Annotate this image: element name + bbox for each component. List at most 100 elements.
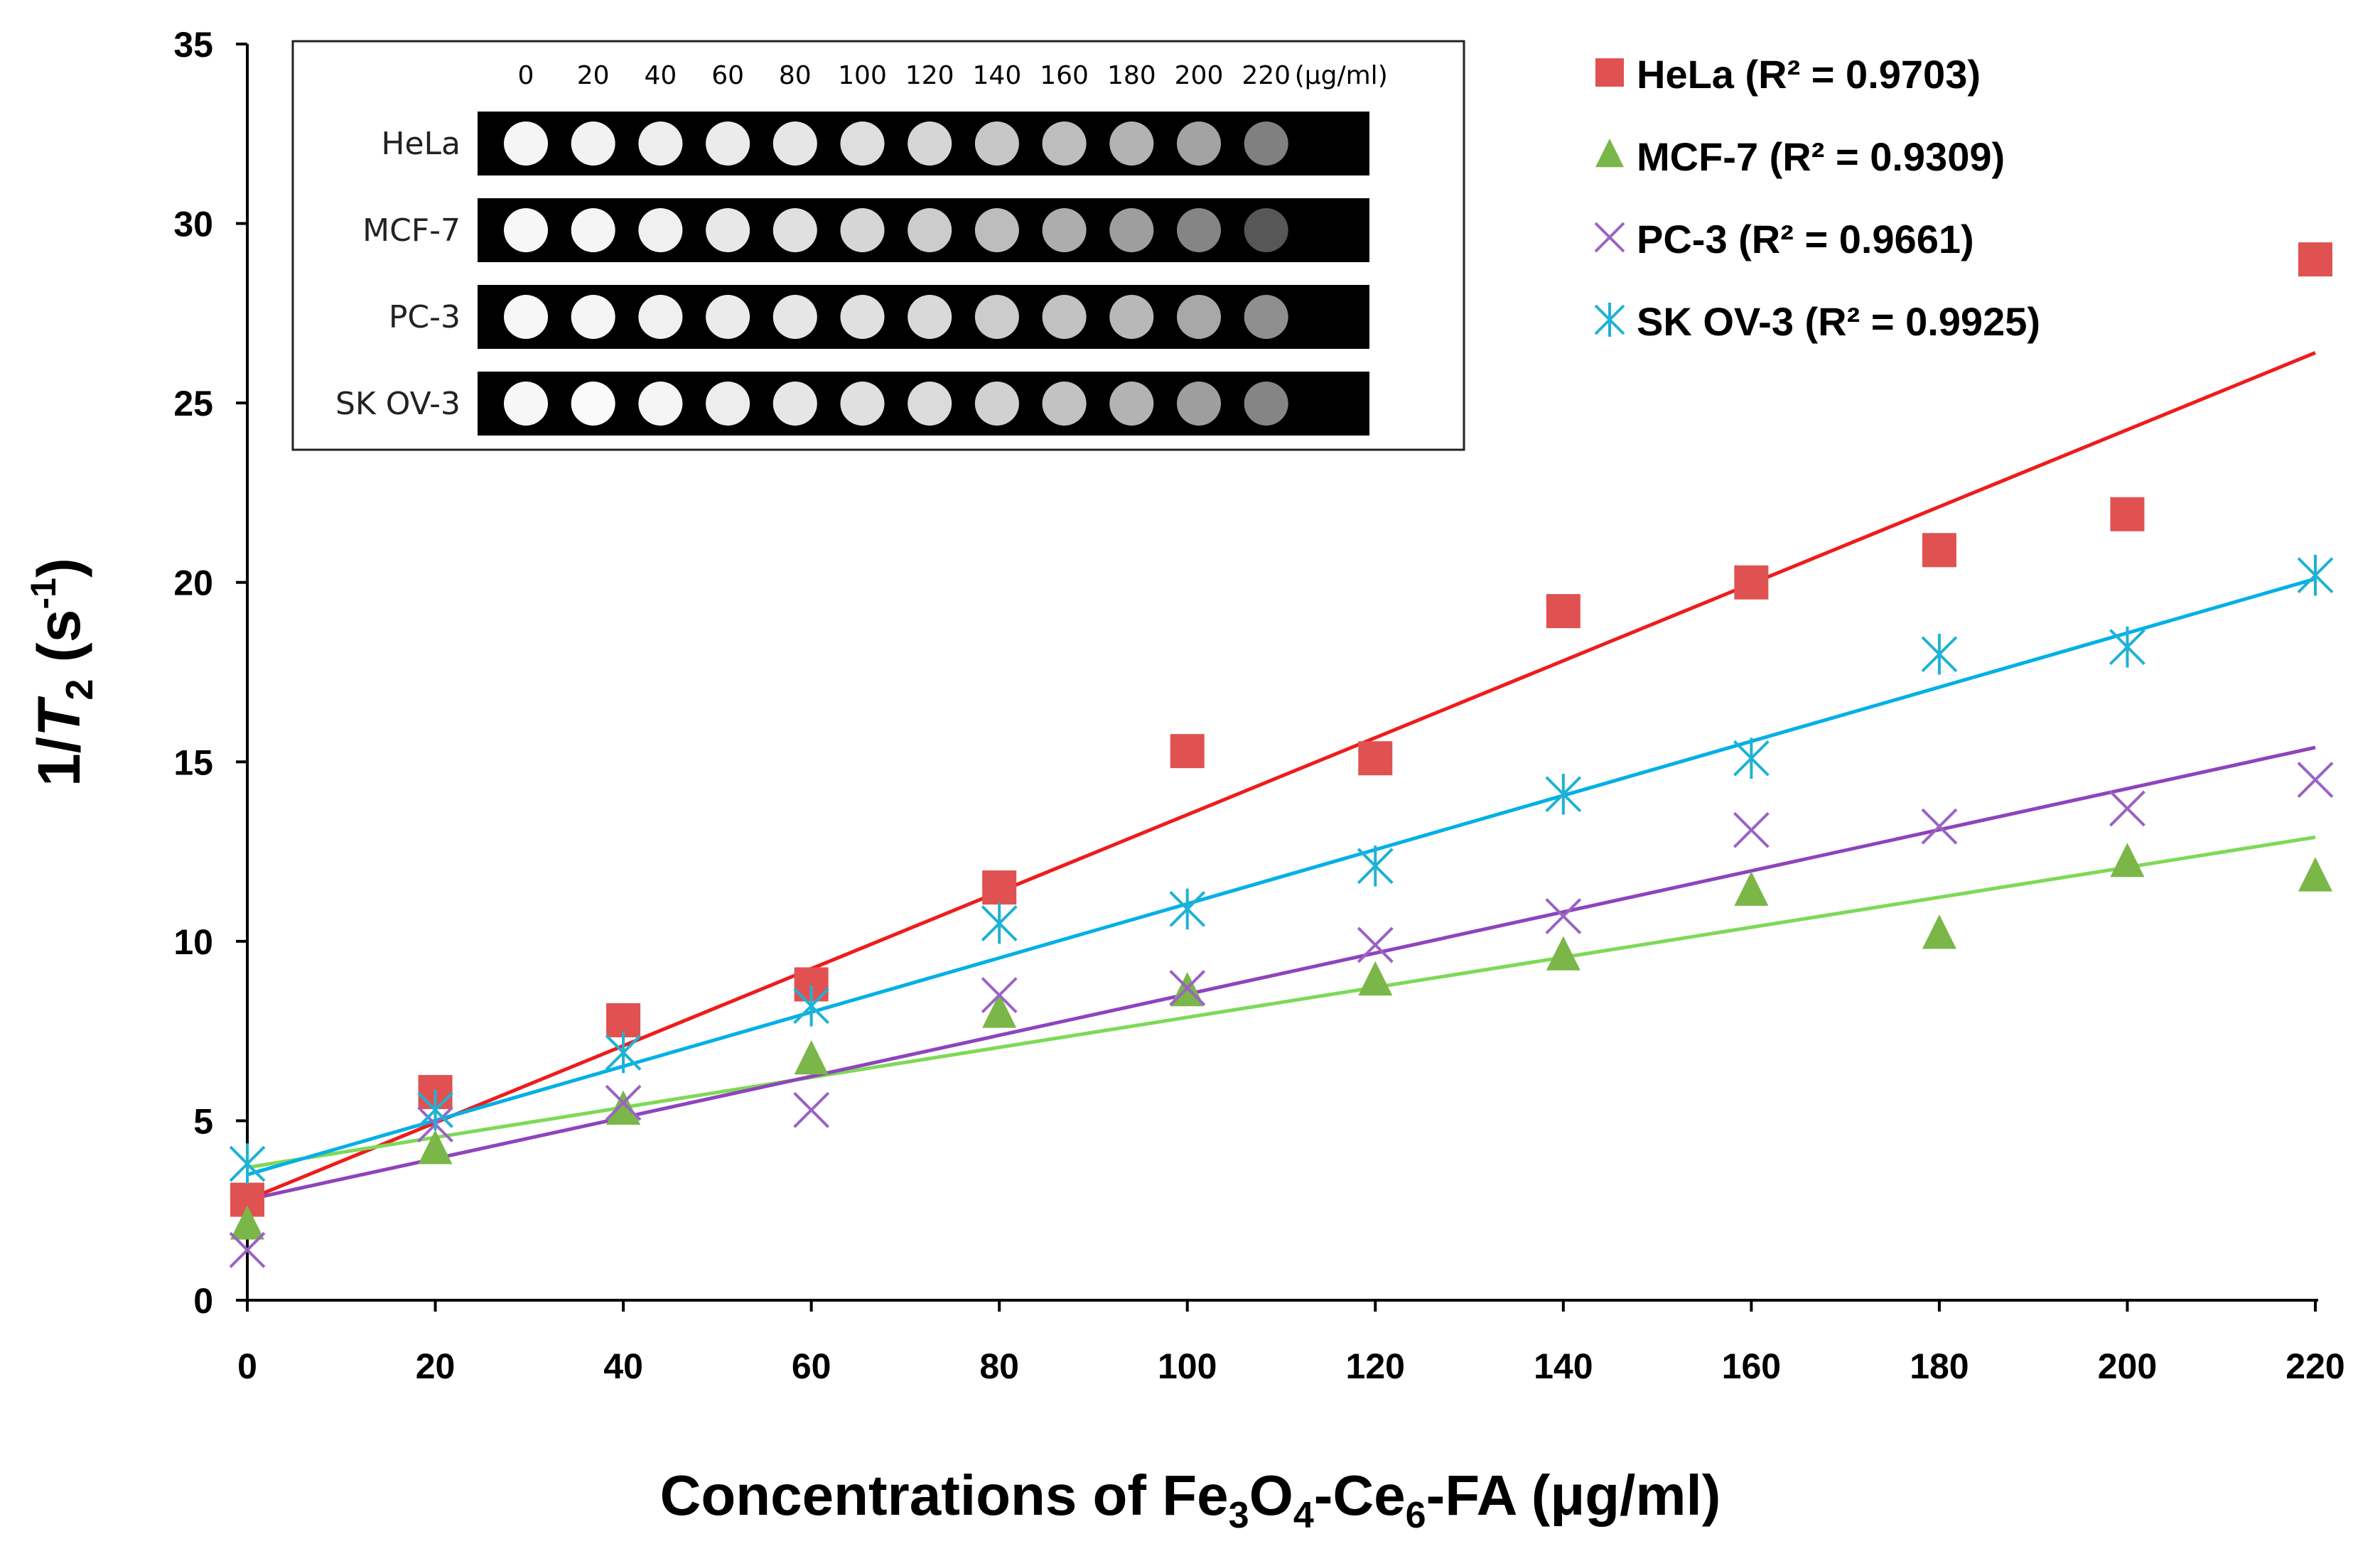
legend-label: PC-3 (R² = 0.9661)	[1637, 217, 1974, 261]
y-axis-title-text: (s	[26, 610, 92, 679]
inset-sample-spot	[840, 121, 885, 166]
legend-marker-pc-3	[1594, 222, 1625, 253]
inset-row-label: PC-3	[389, 299, 461, 335]
inset-sample-spot	[1177, 295, 1221, 339]
data-point-sk-ov-3	[1169, 888, 1206, 930]
inset-sample-spot	[772, 208, 817, 252]
inset-sample-spot	[1244, 121, 1288, 166]
data-point-pc-3-stroke	[1545, 898, 1582, 934]
data-point-mcf-7	[1358, 961, 1393, 996]
inset-concentration-label: 120	[905, 61, 954, 90]
inset-sample-spot	[1177, 121, 1221, 166]
inset-sample-spot	[908, 382, 952, 426]
y-axis-title-text: 1/	[26, 737, 92, 787]
data-point-mcf-7	[1734, 871, 1769, 906]
y-tick-label: 30	[173, 205, 213, 244]
inset-sample-spot	[1177, 208, 1221, 252]
axis-titles: Concentrations of Fe3O4-Ce6-FA (μg/ml) 1/…	[23, 558, 1721, 1536]
y-tick-label: 5	[193, 1101, 213, 1141]
inset-sample-spot	[504, 208, 548, 252]
inset-sample-spot	[638, 121, 683, 166]
data-point-sk-ov-3	[1733, 738, 1770, 779]
inset-sample-spot	[504, 121, 548, 166]
inset-concentration-label: 60	[711, 61, 744, 90]
inset-sample-spot	[571, 295, 615, 339]
inset-mri-images: 0 20 40 60 80 100 120 140 160 180 200 220 (μg/ml) HeL…	[291, 40, 1465, 451]
data-point-hela	[1170, 734, 1205, 769]
inset-sample-spot	[1042, 121, 1087, 166]
data-point-pc-3-stroke	[2109, 790, 2145, 827]
inset-sample-spot	[571, 208, 615, 252]
inset-sample-spot	[908, 121, 952, 166]
data-point-pc-3	[1169, 970, 1206, 1006]
y-axis-title-superscript: -1	[23, 578, 63, 609]
inset-sample-spot	[706, 208, 750, 252]
inset-sample-spot	[571, 382, 615, 426]
x-axis-title-text: -FA (μg/ml)	[1426, 1464, 1721, 1527]
y-tick-label: 15	[173, 742, 213, 782]
data-point-pc-3	[1921, 808, 1958, 845]
x-axis-title-text: Concentrations of Fe	[660, 1464, 1229, 1527]
data-point-pc-3-stroke	[793, 1091, 830, 1128]
legend-marker-mcf-7	[1595, 139, 1624, 168]
legend-label: MCF-7 (R² = 0.9309)	[1637, 134, 2005, 179]
data-point-mcf-7	[2298, 857, 2332, 892]
data-point-hela	[982, 870, 1017, 905]
inset-sample-spot	[706, 295, 750, 339]
inset-concentration-label: 100	[838, 61, 887, 90]
y-tick-label: 20	[173, 563, 213, 603]
inset-sample-spot	[504, 295, 548, 339]
data-point-pc-3	[1545, 898, 1582, 934]
data-point-pc-3	[1357, 926, 1394, 963]
inset-sample-spot	[706, 382, 750, 426]
data-point-sk-ov-3	[793, 985, 830, 1027]
data-point-pc-3-stroke	[229, 1231, 266, 1268]
inset-sample-spot	[772, 121, 817, 166]
fit-line-hela	[247, 351, 2316, 1201]
x-axis-title-subscript: 6	[1406, 1495, 1426, 1536]
inset-concentration-label: 0	[518, 61, 534, 90]
inset-sample-spot	[974, 121, 1019, 166]
x-tick-label: 100	[1158, 1346, 1217, 1386]
inset-sample-spot	[1244, 295, 1288, 339]
inset-sample-spot	[504, 382, 548, 426]
data-point-pc-3	[2297, 762, 2334, 798]
x-axis-title-subscript: 3	[1229, 1495, 1249, 1536]
y-axis-title-subscript: 2	[58, 679, 101, 701]
data-point-mcf-7	[230, 1205, 264, 1240]
legend: HeLa (R² = 0.9703) MCF-7 (R² = 0.9309) PC-…	[1594, 52, 2040, 344]
inset-row-label: SK OV-3	[335, 386, 461, 422]
data-point-pc-3	[605, 1084, 642, 1121]
inset-sample-spot	[638, 295, 683, 339]
inset-sample-spot	[571, 121, 615, 166]
inset-sample-spot	[908, 208, 952, 252]
inset-sample-spot	[638, 208, 683, 252]
data-point-sk-ov-3	[1357, 845, 1394, 887]
inset-row-label: MCF-7	[362, 212, 461, 249]
x-tick-label: 60	[792, 1346, 831, 1386]
data-point-pc-3-stroke	[981, 977, 1018, 1014]
inset-sample-spot	[1244, 208, 1288, 252]
data-point-sk-ov-3	[417, 1089, 453, 1131]
data-point-pc-3-stroke	[1733, 811, 1770, 848]
x-tick-label: 40	[603, 1346, 643, 1386]
y-tick-label: 10	[173, 922, 213, 962]
data-point-pc-3	[793, 1091, 830, 1128]
inset-sample-spot	[840, 382, 885, 426]
legend-marker-hela	[1595, 58, 1624, 87]
data-point-mcf-7	[794, 1039, 829, 1075]
inset-concentration-label: 220	[1242, 61, 1291, 90]
data-point-hela	[1734, 565, 1769, 600]
data-point-pc-3-stroke	[1357, 926, 1394, 963]
data-point-mcf-7	[1922, 914, 1956, 949]
data-point-mcf-7	[2110, 843, 2145, 877]
fit-line-sk-ov-3	[247, 577, 2316, 1177]
legend-label: HeLa (R² = 0.9703)	[1637, 52, 1981, 97]
x-axis-title-text: -Ce	[1314, 1464, 1406, 1527]
inset-sample-spot	[974, 295, 1019, 339]
inset-sample-spot	[1109, 295, 1154, 339]
inset-concentration-label: 40	[644, 61, 677, 90]
inset-sample-spot	[706, 121, 750, 166]
data-point-sk-ov-3	[2109, 626, 2145, 668]
